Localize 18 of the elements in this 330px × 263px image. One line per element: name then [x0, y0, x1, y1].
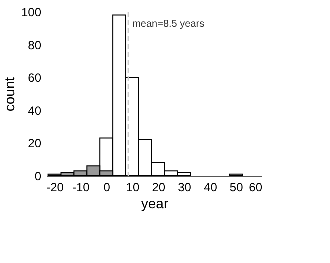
x-tick-label: 60: [249, 180, 263, 194]
y-tick-label: 40: [28, 104, 42, 118]
x-tick-label: 50: [230, 180, 244, 194]
y-axis-title: count: [1, 77, 18, 112]
ref-line-label: mean=8.5 years: [132, 19, 205, 30]
x-tick-label: -20: [46, 180, 64, 194]
x-tick-label: 0: [104, 180, 111, 194]
x-tick-label: 30: [178, 180, 192, 194]
y-tick-label: 60: [28, 71, 42, 86]
y-tick-label: 80: [28, 38, 42, 52]
x-tick-label: -10: [72, 180, 90, 194]
y-tick-label: 20: [28, 136, 42, 151]
x-tick-label: 40: [204, 180, 218, 194]
x-axis-title: year: [141, 196, 169, 212]
x-tick-label: 20: [152, 180, 166, 194]
y-tick-label: 100: [21, 6, 42, 20]
y-tick-label: 0: [34, 170, 42, 184]
x-tick-label: 10: [126, 180, 140, 194]
